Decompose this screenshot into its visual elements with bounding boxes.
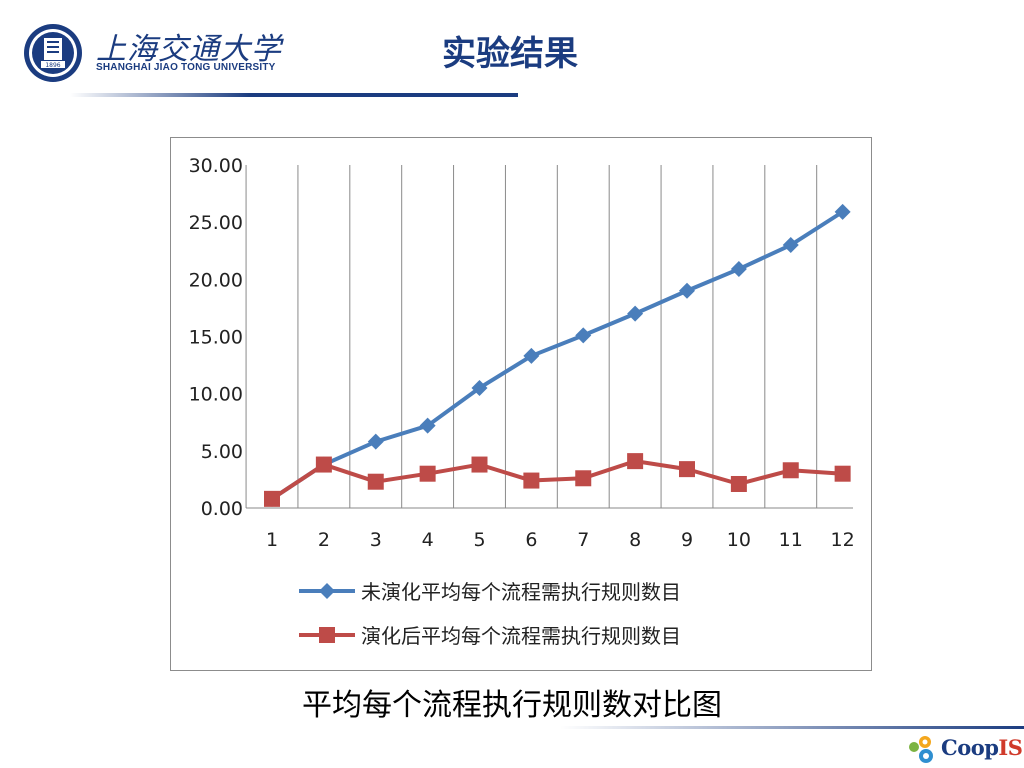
university-name-cn: 上海交通大学 <box>96 32 282 67</box>
data-point-diamond <box>782 237 799 254</box>
x-tick-label: 3 <box>370 529 382 551</box>
series-line <box>270 459 843 501</box>
header-divider <box>70 93 518 97</box>
series-lines <box>264 203 851 507</box>
slide-header: 1896 上海交通大学 SHANGHAI JIAO TONG UNIVERSIT… <box>0 0 1024 100</box>
legend-label: 演化后平均每个流程需执行规则数目 <box>361 624 681 648</box>
x-tick-label: 8 <box>629 529 641 551</box>
gridlines <box>297 165 818 508</box>
legend-marker <box>319 583 335 599</box>
x-tick-label: 7 <box>577 529 589 551</box>
legend-label: 未演化平均每个流程需执行规则数目 <box>361 580 681 604</box>
data-point-square <box>782 462 799 479</box>
data-point-diamond <box>575 327 592 344</box>
seal-year: 1896 <box>45 62 60 69</box>
chart-caption: 平均每个流程执行规则数对比图 <box>302 688 722 723</box>
data-point-diamond <box>834 203 851 220</box>
data-point-square <box>730 475 747 492</box>
y-tick-label: 0.00 <box>201 498 243 520</box>
axes <box>245 165 853 509</box>
x-tick-label: 1 <box>266 529 278 551</box>
legend-marker <box>319 627 335 643</box>
data-point-square <box>627 453 644 470</box>
x-tick-label: 6 <box>525 529 537 551</box>
data-point-square <box>264 490 280 507</box>
data-point-diamond <box>627 305 644 322</box>
y-tick-labels: 0.00 5.00 10.00 15.00 20.00 25.00 30.00 <box>189 155 243 520</box>
data-point-square <box>523 472 540 489</box>
x-tick-label: 12 <box>831 529 855 551</box>
data-point-diamond <box>523 347 540 364</box>
data-point-square <box>834 465 851 482</box>
university-name-en: SHANGHAI JIAO TONG UNIVERSITY <box>96 62 276 73</box>
x-tick-label: 10 <box>727 529 751 551</box>
coopis-logo-prefix: Coop <box>941 735 999 760</box>
data-point-diamond <box>471 379 488 396</box>
y-tick-label: 25.00 <box>189 212 243 234</box>
y-tick-label: 20.00 <box>189 269 243 291</box>
series-line <box>270 210 844 501</box>
y-tick-label: 30.00 <box>189 155 243 177</box>
data-point-diamond <box>730 261 747 278</box>
university-seal-icon: 1896 <box>24 24 82 82</box>
y-tick-label: 5.00 <box>201 441 243 463</box>
coopis-logo-suffix: IS <box>998 735 1023 760</box>
y-tick-label: 15.00 <box>189 327 243 349</box>
data-point-square <box>367 473 384 490</box>
data-point-square <box>471 456 488 473</box>
slide-title: 实验结果 <box>442 34 578 74</box>
y-tick-label: 10.00 <box>189 384 243 406</box>
x-tick-label: 4 <box>422 529 434 551</box>
data-point-diamond <box>679 282 695 299</box>
x-tick-label: 9 <box>681 529 693 551</box>
data-point-diamond <box>367 433 384 450</box>
data-point-square <box>575 470 592 487</box>
x-tick-label: 11 <box>779 529 803 551</box>
data-point-square <box>419 465 436 482</box>
footer-divider <box>560 726 1024 729</box>
x-tick-label: 5 <box>473 529 485 551</box>
data-point-square <box>679 461 695 478</box>
x-tick-labels: 1 2 3 4 5 6 7 8 9 10 11 12 <box>266 529 855 551</box>
coopis-logo: CoopIS <box>905 733 1024 765</box>
data-point-diamond <box>419 417 436 434</box>
gear-icon <box>909 736 933 763</box>
x-tick-label: 2 <box>318 529 330 551</box>
data-point-square <box>315 456 332 473</box>
